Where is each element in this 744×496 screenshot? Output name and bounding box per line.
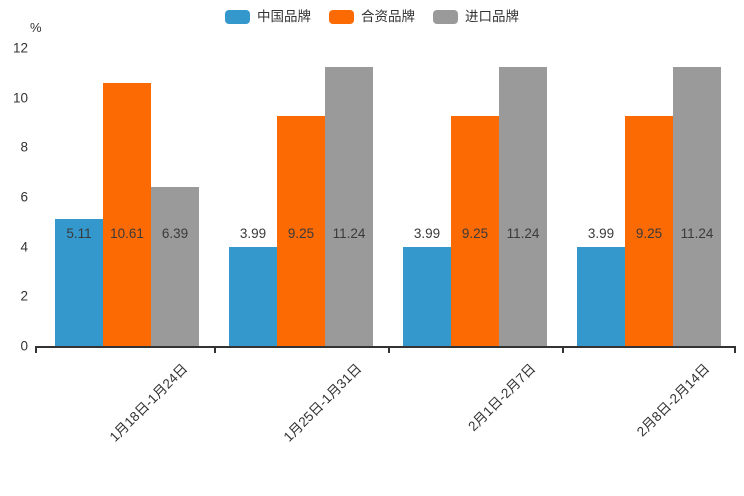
x-axis-tick bbox=[562, 346, 564, 353]
legend-swatch-import bbox=[433, 10, 458, 24]
bar-value-label: 9.25 bbox=[635, 226, 663, 241]
legend-swatch-china bbox=[225, 10, 250, 24]
x-axis-line bbox=[35, 346, 735, 348]
legend-label-import: 进口品牌 bbox=[465, 9, 519, 25]
legend-item-joint-venture[interactable]: 合资品牌 bbox=[329, 10, 415, 24]
x-axis-category-label: 2月1日-2月7日 bbox=[465, 360, 539, 435]
y-axis-unit-label: % bbox=[30, 20, 42, 35]
y-axis-tick-label: 8 bbox=[20, 139, 28, 155]
bar-value-label: 9.25 bbox=[461, 226, 489, 241]
y-axis-tick-label: 4 bbox=[20, 239, 28, 255]
bar-value-label: 3.99 bbox=[413, 226, 441, 242]
bar[interactable]: 3.99 bbox=[577, 226, 625, 346]
bar-value-label: 11.24 bbox=[332, 226, 366, 241]
bar-value-label: 6.39 bbox=[161, 226, 189, 241]
x-axis-tick bbox=[214, 346, 216, 353]
bar-value-label: 3.99 bbox=[239, 226, 267, 242]
bar[interactable]: 5.11 bbox=[55, 219, 103, 346]
y-axis-tick-label: 0 bbox=[20, 338, 28, 354]
bar[interactable]: 6.39 bbox=[151, 187, 199, 346]
x-axis-category-label: 1月25日-1月31日 bbox=[280, 360, 365, 445]
legend-item-import[interactable]: 进口品牌 bbox=[433, 10, 519, 24]
y-axis-tick-label: 12 bbox=[12, 40, 28, 56]
y-axis-tick-label: 2 bbox=[20, 288, 28, 304]
bar[interactable]: 9.25 bbox=[625, 116, 673, 346]
y-axis-tick-labels: 0 2 4 6 8 10 12 bbox=[0, 41, 28, 354]
bar-value-label: 10.61 bbox=[110, 226, 144, 241]
x-axis-category-labels: 1月18日-1月24日 1月25日-1月31日 2月1日-2月7日 2月8日-2月14… bbox=[0, 346, 744, 496]
chart-legend: 中国品牌 合资品牌 进口品牌 bbox=[0, 10, 744, 24]
bar-value-label: 11.24 bbox=[680, 226, 714, 241]
bars-layer: 5.11 10.61 6.39 3.99 9.25 11.24 3.99 9.25 11.24 3… bbox=[55, 66, 721, 346]
bar[interactable]: 3.99 bbox=[229, 226, 277, 346]
x-axis-tick bbox=[35, 346, 37, 353]
bar[interactable]: 11.24 bbox=[325, 66, 373, 346]
legend-label-china: 中国品牌 bbox=[257, 9, 311, 25]
bar-value-label: 5.11 bbox=[66, 226, 92, 241]
x-axis-tick bbox=[734, 346, 736, 353]
bar[interactable]: 11.24 bbox=[673, 66, 721, 346]
bar[interactable]: 9.25 bbox=[451, 116, 499, 346]
bar[interactable]: 3.99 bbox=[403, 226, 451, 346]
bar[interactable]: 10.61 bbox=[103, 82, 151, 346]
x-axis-category-label: 2月8日-2月14日 bbox=[633, 360, 713, 440]
bar-value-label: 9.25 bbox=[287, 226, 315, 241]
legend-swatch-joint-venture bbox=[329, 10, 354, 24]
bar[interactable]: 11.24 bbox=[499, 66, 547, 346]
bar[interactable]: 9.25 bbox=[277, 116, 325, 346]
bar-value-label: 3.99 bbox=[587, 226, 615, 242]
y-axis-tick-label: 6 bbox=[20, 189, 28, 205]
x-axis-tick bbox=[388, 346, 390, 353]
legend-item-china[interactable]: 中国品牌 bbox=[225, 10, 311, 24]
y-axis-tick-label: 10 bbox=[12, 90, 28, 106]
x-axis-category-label: 1月18日-1月24日 bbox=[106, 360, 191, 445]
legend-label-joint-venture: 合资品牌 bbox=[361, 9, 415, 25]
bar-value-label: 11.24 bbox=[506, 226, 540, 241]
